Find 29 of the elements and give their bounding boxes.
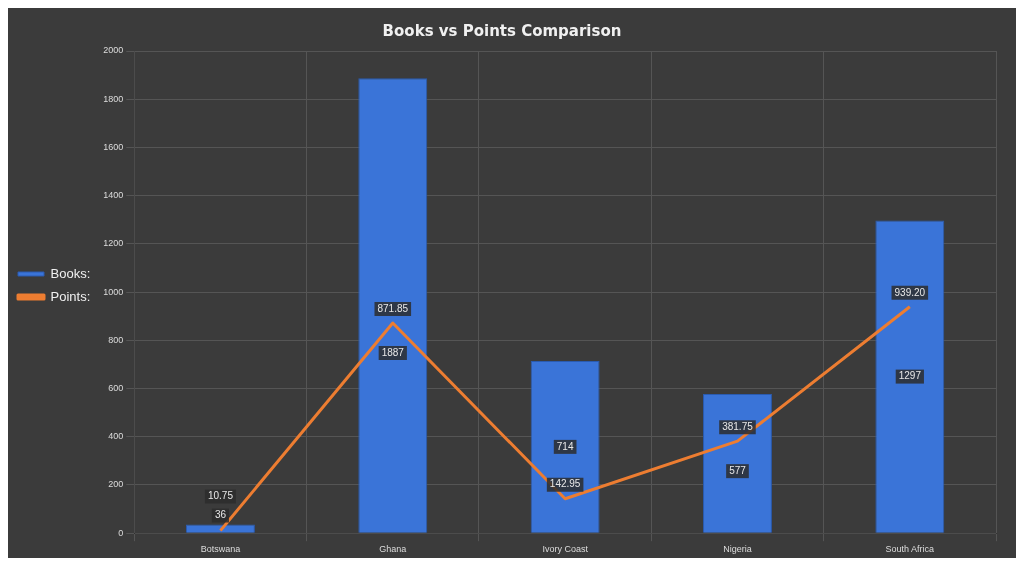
data-label: 142.95 [549, 478, 581, 490]
y-tick-label: 200 [108, 479, 124, 490]
data-label: 939.20 [894, 286, 926, 298]
data-label: 714 [556, 440, 574, 452]
y-tick-label: 800 [108, 334, 124, 345]
data-label: 381.75 [722, 420, 754, 432]
data-label: 1297 [898, 370, 922, 382]
data-label: 1887 [381, 346, 405, 358]
data-label: 10.75 [207, 490, 234, 502]
legend-label: Books: [50, 265, 91, 281]
y-tick-label: 1200 [103, 238, 124, 249]
y-tick-label: 1800 [103, 93, 124, 104]
x-tick-label: Ivory Coast [542, 544, 589, 555]
y-tick-label: 600 [108, 383, 124, 394]
data-label: 36 [214, 509, 227, 521]
y-tick-label: 1400 [103, 190, 124, 201]
y-tick-label: 0 [118, 527, 124, 538]
x-tick-label: South Africa [885, 544, 935, 555]
x-tick-label: Ghana [379, 544, 407, 555]
data-label: 871.85 [377, 302, 409, 314]
y-tick-label: 1000 [103, 286, 124, 297]
y-tick-label: 2000 [103, 45, 124, 56]
y-tick-label: 1600 [103, 141, 124, 152]
chart-title: Books vs Points Comparison [382, 21, 622, 40]
x-tick-label: Botswana [200, 544, 241, 555]
y-tick-label: 400 [108, 431, 124, 442]
data-label: 577 [729, 464, 747, 476]
x-tick-label: Nigeria [723, 544, 752, 555]
legend-label: Points: [50, 288, 91, 304]
